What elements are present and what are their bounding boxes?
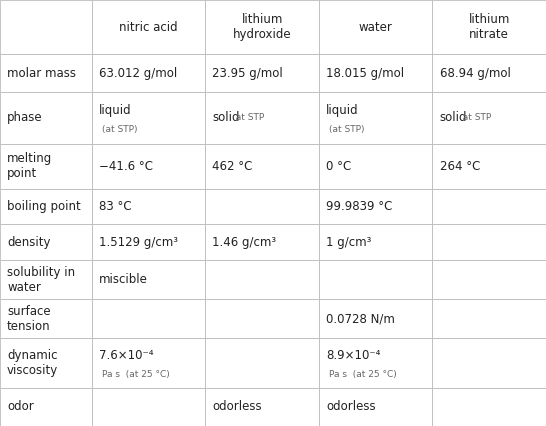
Bar: [92, 0, 205, 54]
Bar: [205, 54, 319, 92]
Text: odor: odor: [7, 400, 34, 414]
Text: miscible: miscible: [99, 273, 148, 286]
Bar: [205, 0, 319, 54]
Bar: [432, 225, 546, 260]
Text: 99.9839 °C: 99.9839 °C: [326, 200, 393, 213]
Text: 8.9×10⁻⁴: 8.9×10⁻⁴: [326, 349, 381, 362]
Bar: [205, 260, 319, 299]
Bar: [0, 54, 92, 92]
Bar: [92, 299, 205, 338]
Text: liquid: liquid: [326, 104, 359, 117]
Bar: [205, 388, 319, 426]
Text: 1.5129 g/cm³: 1.5129 g/cm³: [99, 236, 178, 249]
Bar: [92, 225, 205, 260]
Text: surface
tension: surface tension: [7, 305, 51, 333]
Bar: [432, 299, 546, 338]
Text: 68.94 g/mol: 68.94 g/mol: [440, 67, 511, 80]
Text: liquid: liquid: [99, 104, 132, 117]
Bar: [319, 0, 432, 54]
Bar: [92, 388, 205, 426]
Bar: [205, 189, 319, 225]
Text: 1 g/cm³: 1 g/cm³: [326, 236, 371, 249]
Bar: [0, 260, 92, 299]
Text: 1.46 g/cm³: 1.46 g/cm³: [212, 236, 276, 249]
Text: (at STP): (at STP): [329, 125, 364, 134]
Bar: [92, 338, 205, 388]
Text: nitric acid: nitric acid: [119, 20, 178, 34]
Bar: [432, 260, 546, 299]
Bar: [92, 54, 205, 92]
Text: 462 °C: 462 °C: [212, 160, 253, 173]
Bar: [0, 189, 92, 225]
Bar: [432, 338, 546, 388]
Text: dynamic
viscosity: dynamic viscosity: [7, 349, 58, 377]
Text: odorless: odorless: [326, 400, 376, 414]
Text: water: water: [359, 20, 393, 34]
Bar: [205, 338, 319, 388]
Text: 83 °C: 83 °C: [99, 200, 132, 213]
Bar: [319, 299, 432, 338]
Text: 63.012 g/mol: 63.012 g/mol: [99, 67, 177, 80]
Bar: [92, 189, 205, 225]
Text: phase: phase: [7, 112, 43, 124]
Text: 0 °C: 0 °C: [326, 160, 351, 173]
Bar: [432, 0, 546, 54]
Bar: [319, 189, 432, 225]
Bar: [319, 92, 432, 144]
Text: 23.95 g/mol: 23.95 g/mol: [212, 67, 283, 80]
Text: 18.015 g/mol: 18.015 g/mol: [326, 67, 404, 80]
Bar: [92, 260, 205, 299]
Bar: [432, 144, 546, 189]
Text: solubility in
water: solubility in water: [7, 266, 75, 294]
Bar: [205, 92, 319, 144]
Text: 0.0728 N/m: 0.0728 N/m: [326, 312, 395, 325]
Bar: [319, 338, 432, 388]
Bar: [319, 144, 432, 189]
Bar: [432, 54, 546, 92]
Bar: [0, 144, 92, 189]
Text: 7.6×10⁻⁴: 7.6×10⁻⁴: [99, 349, 153, 362]
Bar: [319, 388, 432, 426]
Text: lithium
nitrate: lithium nitrate: [468, 13, 510, 41]
Text: at STP: at STP: [457, 113, 491, 123]
Text: (at STP): (at STP): [102, 125, 137, 134]
Text: Pa s  (at 25 °C): Pa s (at 25 °C): [102, 369, 169, 379]
Text: odorless: odorless: [212, 400, 262, 414]
Text: −41.6 °C: −41.6 °C: [99, 160, 153, 173]
Bar: [205, 144, 319, 189]
Text: lithium
hydroxide: lithium hydroxide: [233, 13, 292, 41]
Bar: [205, 299, 319, 338]
Bar: [0, 92, 92, 144]
Bar: [432, 92, 546, 144]
Bar: [319, 225, 432, 260]
Bar: [319, 54, 432, 92]
Text: boiling point: boiling point: [7, 200, 81, 213]
Bar: [0, 0, 92, 54]
Text: 264 °C: 264 °C: [440, 160, 480, 173]
Text: Pa s  (at 25 °C): Pa s (at 25 °C): [329, 369, 396, 379]
Text: density: density: [7, 236, 51, 249]
Text: solid: solid: [440, 112, 467, 124]
Bar: [205, 225, 319, 260]
Bar: [0, 338, 92, 388]
Bar: [319, 260, 432, 299]
Text: at STP: at STP: [230, 113, 264, 123]
Bar: [432, 189, 546, 225]
Bar: [92, 144, 205, 189]
Text: melting
point: melting point: [7, 152, 52, 180]
Bar: [432, 388, 546, 426]
Bar: [0, 225, 92, 260]
Text: solid: solid: [212, 112, 240, 124]
Bar: [0, 299, 92, 338]
Bar: [0, 388, 92, 426]
Text: molar mass: molar mass: [7, 67, 76, 80]
Bar: [92, 92, 205, 144]
